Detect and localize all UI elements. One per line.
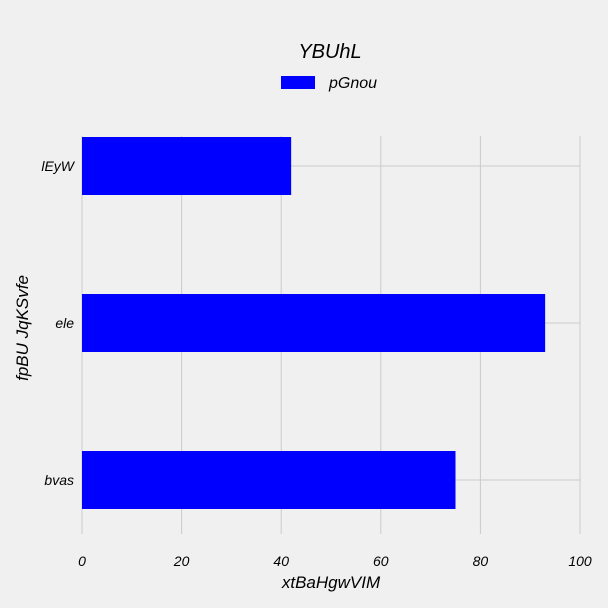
legend-swatch [281,76,315,89]
x-tick-label: 0 [78,553,86,569]
y-tick-labels: lEyW ele bvas [41,158,75,488]
y-tick-label: lEyW [41,158,75,174]
legend: pGnou [281,75,377,92]
x-axis-label: xtBaHgwVIM [281,573,381,592]
x-tick-label: 20 [173,553,190,569]
x-tick-label: 80 [473,553,489,569]
chart-title: YBUhL [298,41,361,63]
y-tick-label: ele [55,315,74,331]
bar [82,451,456,509]
legend-label: pGnou [328,75,377,92]
y-axis-label: fpBU JqKSvfe [13,275,32,381]
x-tick-label: 60 [373,553,389,569]
bar [82,137,292,195]
bar [82,294,546,352]
x-tick-label: 40 [273,553,289,569]
x-tick-labels: 0 20 40 60 80 100 [78,553,592,569]
y-tick-label: bvas [44,472,74,488]
bars [82,137,546,509]
x-tick-label: 100 [568,553,592,569]
